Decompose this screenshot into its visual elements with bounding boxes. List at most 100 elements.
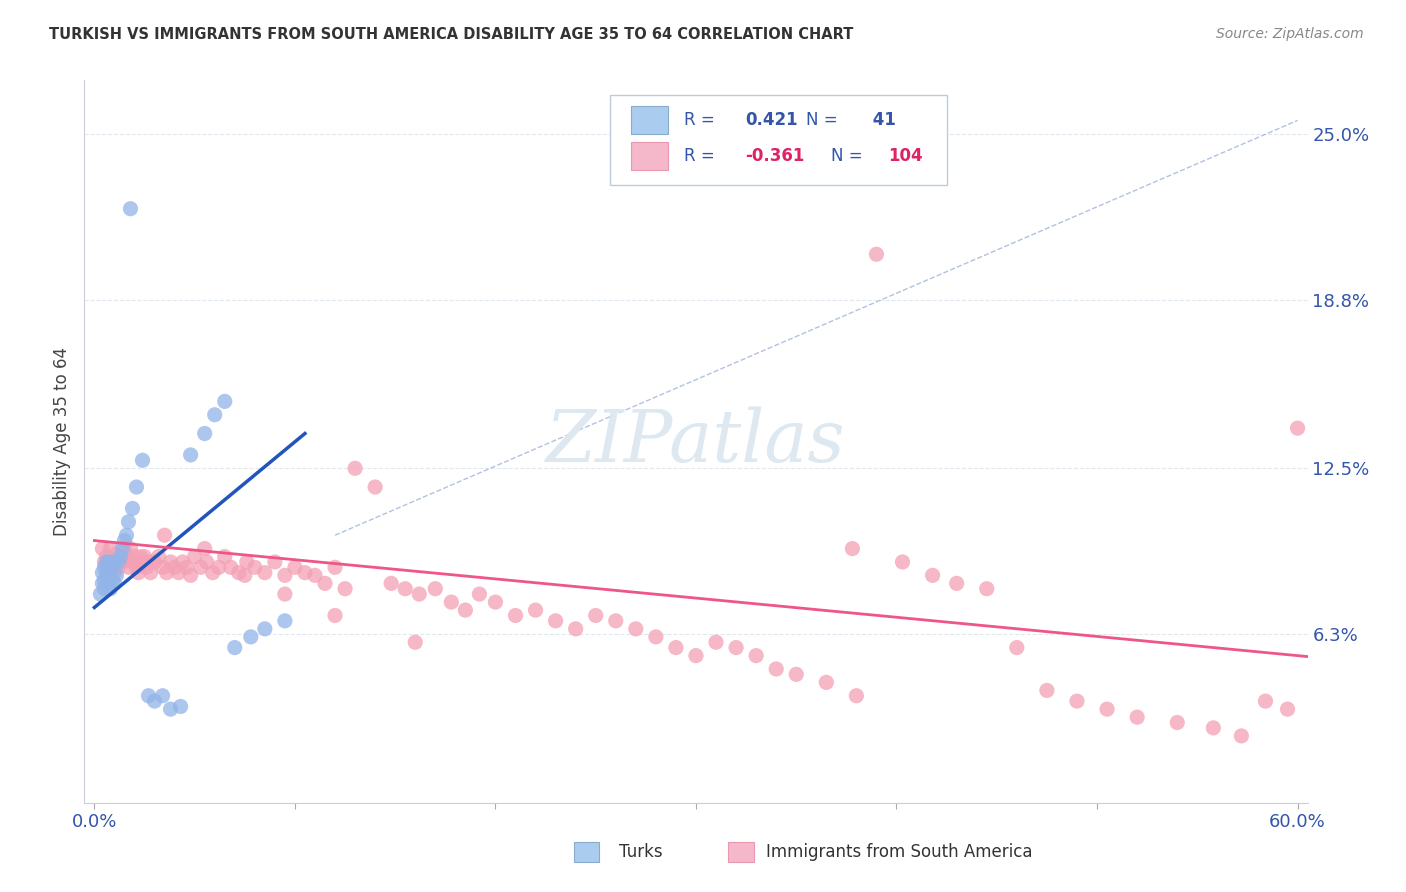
- Point: [484, 595, 506, 609]
- Point: [117, 515, 139, 529]
- Point: [454, 603, 477, 617]
- Point: [180, 448, 202, 462]
- Point: [585, 608, 607, 623]
- Point: [138, 555, 160, 569]
- Point: [97, 560, 120, 574]
- Point: [111, 555, 134, 569]
- Point: [323, 608, 346, 623]
- Point: [1126, 710, 1149, 724]
- Point: [253, 622, 276, 636]
- Point: [190, 560, 212, 574]
- Point: [89, 587, 111, 601]
- Point: [121, 555, 143, 569]
- Point: [284, 560, 307, 574]
- Bar: [631, 106, 668, 134]
- Point: [100, 566, 122, 580]
- Point: [891, 555, 914, 569]
- Point: [1230, 729, 1253, 743]
- Point: [101, 560, 124, 574]
- Point: [440, 595, 463, 609]
- Point: [239, 630, 262, 644]
- Point: [194, 541, 217, 556]
- Text: Turks: Turks: [619, 843, 662, 861]
- Point: [153, 528, 176, 542]
- Text: 104: 104: [889, 147, 922, 165]
- Point: [155, 566, 177, 580]
- Point: [201, 566, 224, 580]
- Text: TURKISH VS IMMIGRANTS FROM SOUTH AMERICA DISABILITY AGE 35 TO 64 CORRELATION CHA: TURKISH VS IMMIGRANTS FROM SOUTH AMERICA…: [49, 27, 853, 42]
- Point: [1066, 694, 1088, 708]
- Point: [110, 549, 132, 564]
- Point: [97, 576, 120, 591]
- Bar: [574, 842, 599, 862]
- Point: [785, 667, 807, 681]
- FancyBboxPatch shape: [610, 95, 946, 185]
- Point: [865, 247, 887, 261]
- Point: [1254, 694, 1277, 708]
- Point: [101, 574, 124, 588]
- Point: [815, 675, 838, 690]
- Point: [524, 603, 547, 617]
- Point: [224, 640, 246, 655]
- Point: [91, 566, 114, 580]
- Point: [167, 566, 190, 580]
- Point: [1095, 702, 1118, 716]
- Point: [97, 555, 120, 569]
- Point: [114, 533, 136, 548]
- Point: [107, 560, 129, 574]
- Point: [425, 582, 447, 596]
- Point: [468, 587, 491, 601]
- Point: [96, 555, 118, 569]
- Point: [176, 560, 198, 574]
- Point: [1036, 683, 1059, 698]
- Point: [103, 576, 125, 591]
- Point: [344, 461, 367, 475]
- Text: ZIPatlas: ZIPatlas: [546, 406, 846, 477]
- Point: [117, 560, 139, 574]
- Point: [1005, 640, 1028, 655]
- Point: [1277, 702, 1299, 716]
- Point: [138, 689, 160, 703]
- Text: R =: R =: [683, 147, 720, 165]
- Point: [143, 555, 166, 569]
- Point: [845, 689, 868, 703]
- Point: [105, 547, 128, 561]
- Point: [605, 614, 627, 628]
- Point: [233, 568, 256, 582]
- Point: [294, 566, 316, 580]
- Point: [644, 630, 666, 644]
- Point: [128, 566, 150, 580]
- Point: [103, 555, 125, 569]
- Point: [219, 560, 242, 574]
- Point: [194, 426, 217, 441]
- Point: [408, 587, 430, 601]
- Point: [564, 622, 586, 636]
- Point: [274, 587, 297, 601]
- Point: [135, 560, 157, 574]
- Point: [93, 582, 115, 596]
- Point: [159, 702, 181, 716]
- Point: [333, 582, 356, 596]
- Point: [143, 694, 166, 708]
- Point: [236, 555, 259, 569]
- Point: [120, 541, 142, 556]
- Point: [243, 560, 266, 574]
- Point: [745, 648, 768, 663]
- Point: [394, 582, 416, 596]
- Point: [921, 568, 943, 582]
- Point: [114, 541, 136, 556]
- Point: [380, 576, 402, 591]
- Point: [96, 549, 118, 564]
- Point: [139, 566, 162, 580]
- Point: [263, 555, 285, 569]
- Point: [100, 582, 122, 596]
- Point: [274, 614, 297, 628]
- Point: [841, 541, 863, 556]
- Point: [131, 555, 153, 569]
- Point: [228, 566, 250, 580]
- Point: [91, 541, 114, 556]
- Point: [195, 555, 218, 569]
- Point: [91, 576, 114, 591]
- Point: [725, 640, 748, 655]
- Point: [404, 635, 426, 649]
